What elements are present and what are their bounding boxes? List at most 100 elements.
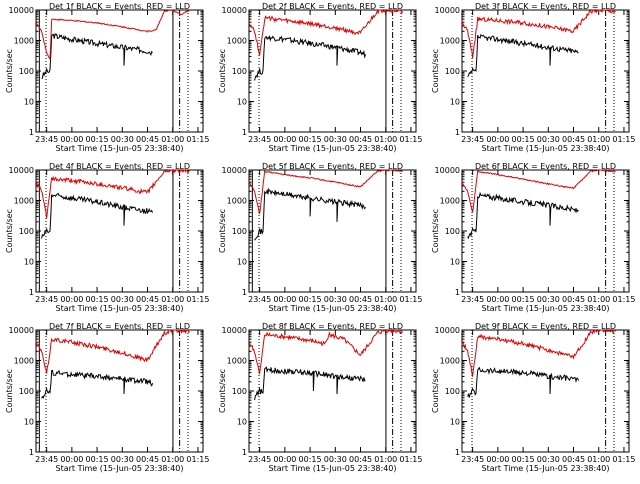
x-tick-label: 00:15 [299,455,322,464]
chart-svg: Det 8f BLACK = Events, RED = LLD 1 10 100 10… [218,322,422,473]
x-tick-label: 00:15 [299,135,322,144]
y-tick-label: 100 [19,67,34,76]
y-tick-label: 1 [242,448,247,457]
x-tick-label: 23:45 [461,455,484,464]
lld-series-line [35,328,190,374]
x-tick-label: 01:15 [399,135,422,144]
x-tick-label: 00:15 [86,455,109,464]
x-tick-label: 01:00 [161,295,184,304]
y-tick-label: 1000 [14,37,34,46]
x-axis-label: Start Time (15-Jun-05 23:38:40) [482,464,610,473]
chart-svg: Det 9f BLACK = Events, RED = LLD 1 10 100 10… [431,322,635,473]
x-tick-label: 00:45 [136,455,159,464]
detector-panel: Det 5f BLACK = Events, RED = LLD 1 10 100 10… [213,160,426,320]
lld-series-line [35,168,190,219]
y-tick-label: 10000 [9,166,34,175]
y-tick-label: 100 [232,387,247,396]
x-tick-label: 01:00 [587,135,610,144]
y-axis-label: Counts/sec [431,369,440,413]
lld-series-line [35,9,190,60]
y-tick-label: 10 [450,258,460,267]
lld-series-line [461,169,616,213]
events-series-line [254,366,366,401]
y-tick-label: 1000 [227,37,247,46]
x-axis-label: Start Time (15-Jun-05 23:38:40) [269,144,397,153]
lld-series-line [461,8,616,58]
x-tick-label: 01:00 [161,455,184,464]
y-axis-label: Counts/sec [5,369,14,413]
y-tick-label: 100 [232,227,247,236]
y-tick-label: 10000 [9,6,34,15]
lld-series-line [248,328,404,375]
chart-svg: Det 4f BLACK = Events, RED = LLD 1 10 100 10… [5,162,209,313]
x-tick-label: 00:15 [512,455,535,464]
y-tick-label: 10 [237,98,247,107]
x-axis-label: Start Time (15-Jun-05 23:38:40) [482,144,610,153]
y-axis-label: Counts/sec [218,209,227,253]
x-tick-label: 00:30 [111,295,134,304]
x-tick-label: 23:45 [35,135,58,144]
x-axis-label: Start Time (15-Jun-05 23:38:40) [56,144,184,153]
x-axis-label: Start Time (15-Jun-05 23:38:40) [269,464,397,473]
y-tick-label: 10000 [222,326,247,335]
x-tick-label: 01:15 [186,455,209,464]
chart-svg: Det 2f BLACK = Events, RED = LLD 1 10 100 10… [218,2,422,153]
y-tick-label: 1 [29,128,34,137]
x-tick-label: 00:30 [537,455,560,464]
detector-panel: Det 2f BLACK = Events, RED = LLD 1 10 100 10… [213,0,426,160]
y-tick-label: 10 [450,418,460,427]
y-tick-label: 10 [450,98,460,107]
x-tick-label: 00:45 [562,295,585,304]
x-tick-label: 00:00 [60,455,83,464]
y-tick-label: 10 [24,98,34,107]
x-tick-label: 23:45 [35,295,58,304]
x-tick-label: 00:15 [512,295,535,304]
x-tick-label: 00:45 [349,455,372,464]
x-tick-label: 00:30 [537,135,560,144]
y-tick-label: 1 [455,128,460,137]
y-tick-label: 10 [24,418,34,427]
y-tick-label: 1000 [440,37,460,46]
x-tick-label: 01:00 [374,295,397,304]
x-tick-label: 01:00 [374,455,397,464]
plot-frame [248,329,417,453]
y-tick-label: 10000 [222,166,247,175]
y-tick-label: 1000 [14,197,34,206]
events-series-line [254,187,366,241]
y-axis-label: Counts/sec [5,49,14,93]
detector-panel: Det 6f BLACK = Events, RED = LLD 1 10 100 10… [426,160,639,320]
x-tick-label: 01:15 [612,135,635,144]
y-tick-label: 1 [29,448,34,457]
chart-title: Det 8f BLACK = Events, RED = LLD [262,322,403,331]
x-tick-label: 23:45 [35,455,58,464]
chart-svg: Det 5f BLACK = Events, RED = LLD 1 10 100 10… [218,162,422,313]
lld-series-line [248,169,403,215]
y-axis-label: Counts/sec [431,49,440,93]
x-tick-label: 00:45 [349,295,372,304]
y-tick-label: 100 [445,227,460,236]
y-tick-label: 1000 [227,357,247,366]
x-tick-label: 00:15 [299,295,322,304]
x-tick-label: 01:15 [186,135,209,144]
x-tick-label: 01:00 [587,455,610,464]
x-tick-label: 00:00 [273,295,296,304]
plot-frame [35,9,204,133]
y-tick-label: 10000 [435,326,460,335]
x-tick-label: 01:15 [612,455,635,464]
y-tick-label: 1 [242,288,247,297]
y-tick-label: 1 [242,128,247,137]
y-tick-label: 10000 [9,326,34,335]
y-tick-label: 1000 [440,357,460,366]
y-tick-label: 100 [19,387,34,396]
y-tick-label: 10000 [222,6,247,15]
x-tick-label: 01:15 [612,295,635,304]
x-tick-label: 00:45 [136,295,159,304]
chart-title: Det 4f BLACK = Events, RED = LLD [49,162,190,171]
detector-panel: Det 8f BLACK = Events, RED = LLD 1 10 100 10… [213,320,426,480]
y-tick-label: 100 [232,67,247,76]
detector-panel: Det 9f BLACK = Events, RED = LLD 1 10 100 10… [426,320,639,480]
detector-panel: Det 7f BLACK = Events, RED = LLD 1 10 100 10… [0,320,213,480]
lld-series-line [248,8,404,56]
x-tick-label: 00:15 [86,295,109,304]
x-tick-label: 00:30 [324,295,347,304]
